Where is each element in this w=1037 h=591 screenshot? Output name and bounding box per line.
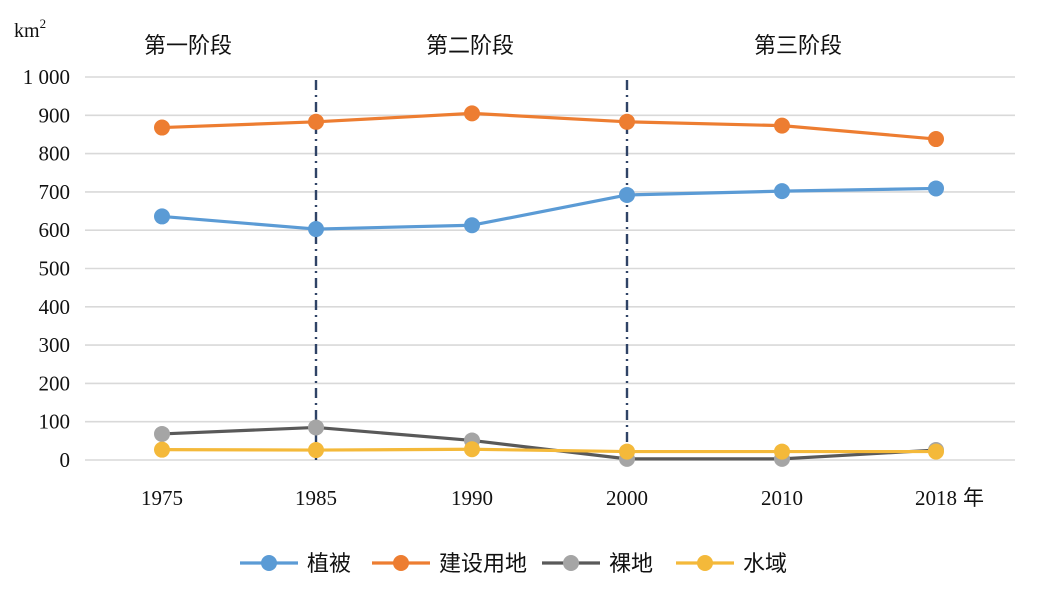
stage-label-3: 第三阶段 — [754, 34, 842, 59]
y-tick-label: 700 — [39, 180, 71, 204]
y-axis-unit-superscript: 2 — [40, 16, 47, 31]
x-axis-unit: 年 — [963, 486, 984, 510]
legend-marker — [697, 555, 713, 571]
legend-item-1: 植被 — [240, 552, 351, 577]
y-tick-label: 900 — [39, 103, 71, 127]
legend: 植被 建设用地 裸地 水域 — [240, 552, 787, 577]
data-point — [154, 119, 170, 136]
axes: km2 0 100 200 300 400 500 600 700 800 900 1 000 197… — [14, 16, 984, 510]
data-point — [154, 441, 170, 458]
data-point — [308, 419, 324, 436]
data-point — [619, 186, 635, 203]
y-tick-label: 300 — [39, 333, 71, 357]
data-point — [774, 117, 790, 134]
y-axis-unit: km2 — [14, 16, 46, 42]
y-axis-unit-text: km — [14, 20, 40, 42]
legend-label: 植被 — [307, 552, 351, 577]
data-point — [928, 180, 944, 197]
data-point — [308, 221, 324, 238]
data-series — [154, 105, 944, 467]
data-point — [928, 443, 944, 460]
stage-labels: 第一阶段 第二阶段 第三阶段 — [144, 34, 842, 59]
y-tick-label: 600 — [39, 218, 71, 242]
data-point — [774, 443, 790, 460]
data-point — [464, 441, 480, 458]
x-tick-label: 2018 — [915, 486, 957, 510]
x-tick-label: 1985 — [295, 486, 337, 510]
x-tick-label: 1975 — [141, 486, 183, 510]
data-point — [619, 113, 635, 130]
legend-label: 裸地 — [609, 552, 653, 577]
x-tick-label: 2010 — [761, 486, 803, 510]
grid-lines — [85, 76, 1015, 461]
y-tick-label: 400 — [39, 295, 71, 319]
series-4 — [154, 441, 944, 460]
y-tick-label: 200 — [39, 371, 71, 395]
series-1 — [154, 180, 944, 238]
data-point — [464, 105, 480, 122]
data-point — [774, 183, 790, 200]
y-tick-label: 500 — [39, 257, 71, 281]
x-tick-label: 1990 — [451, 486, 493, 510]
stage-dividers — [314, 80, 629, 460]
x-tick-label: 2000 — [606, 486, 648, 510]
series-line — [161, 111, 937, 141]
legend-item-4: 水域 — [676, 552, 787, 577]
legend-marker — [563, 555, 579, 571]
y-tick-label: 100 — [39, 410, 71, 434]
legend-item-3: 裸地 — [542, 552, 653, 577]
series-line — [161, 425, 937, 461]
legend-marker — [393, 555, 409, 571]
stage-label-1: 第一阶段 — [144, 34, 232, 59]
data-point — [464, 217, 480, 234]
series-2 — [154, 105, 944, 148]
y-tick-label: 1 000 — [23, 65, 70, 89]
data-point — [308, 113, 324, 130]
data-point — [154, 208, 170, 225]
y-tick-label: 0 — [60, 448, 71, 472]
legend-label: 建设用地 — [439, 552, 527, 577]
data-point — [928, 131, 944, 148]
stage-label-2: 第二阶段 — [426, 34, 514, 59]
data-point — [308, 442, 324, 459]
data-point — [154, 425, 170, 442]
data-point — [619, 443, 635, 460]
legend-label: 水域 — [743, 552, 787, 577]
y-tick-label: 800 — [39, 142, 71, 166]
series-line — [161, 447, 936, 454]
legend-item-2: 建设用地 — [372, 552, 527, 577]
legend-marker — [261, 555, 277, 571]
series-line — [161, 186, 937, 231]
